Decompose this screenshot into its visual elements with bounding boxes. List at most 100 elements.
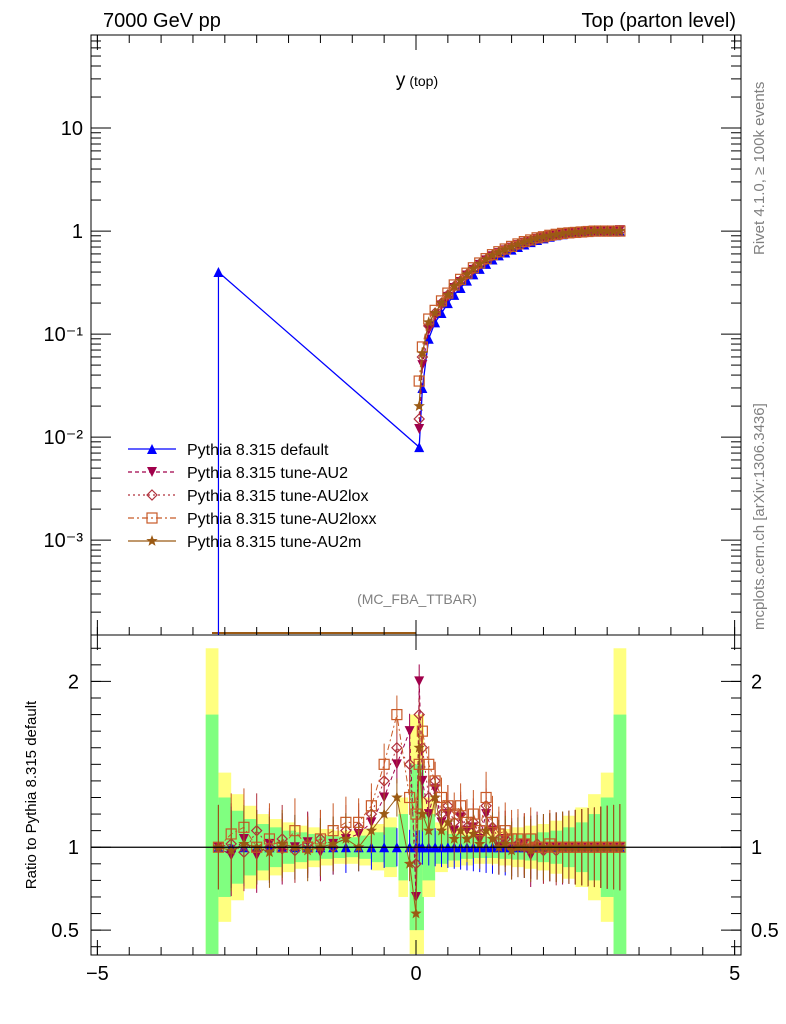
legend-entry: Pythia 8.315 default [187, 442, 329, 459]
x-tick-label: 5 [729, 963, 740, 985]
ratio-ytick-label-right: 1 [751, 837, 762, 859]
watermark: (MC_FBA_TTBAR) [357, 591, 477, 607]
series-3-main-point [435, 295, 448, 307]
series-4-main-point [569, 226, 581, 238]
series-1-main-point [423, 324, 434, 335]
series-4-main-point [413, 400, 425, 411]
ratio-ytick-label: 2 [68, 671, 79, 693]
series-4-ratio-point [467, 828, 480, 839]
series-4-main-point [435, 297, 448, 308]
series-4-ratio-point [327, 837, 339, 849]
legend-entry: Pythia 8.315 tune-AU2m [187, 534, 361, 551]
series-4-ratio-point [442, 816, 454, 828]
series-4-ratio-point [505, 844, 518, 856]
series-4-main-point [416, 347, 429, 359]
series-4-ratio-point [238, 837, 250, 849]
header-right: Top (parton level) [581, 10, 736, 32]
series-4-main-point [518, 236, 530, 247]
series-4-ratio-point [225, 844, 237, 856]
x-axis: −5 0 5 [86, 35, 740, 985]
series-4-ratio-point [423, 824, 435, 836]
series-0-main-point [417, 382, 428, 393]
series-4-ratio-point [429, 791, 441, 803]
series-4-ratio-point [416, 808, 429, 819]
series-1-ratio-point [414, 676, 425, 687]
series-2-ratio-point [413, 708, 426, 721]
x-tick-label: 0 [410, 963, 421, 985]
series-4-main-point [556, 227, 569, 239]
series-1-main-point [417, 360, 428, 371]
legend-marker [147, 467, 157, 477]
series-4-ratio-point [525, 844, 537, 856]
series-4-main-point [563, 226, 575, 238]
main-ytick-label: 10 [61, 118, 83, 140]
series-4-ratio-point [454, 824, 467, 836]
series-4-main-line [418, 230, 620, 407]
main-ytick-label: 10⁻¹ [44, 324, 84, 346]
series-2-ratio-point [378, 775, 390, 787]
series-4-ratio-point [480, 824, 492, 836]
series-2-main-line [418, 230, 620, 420]
legend: Pythia 8.315 default Pythia 8.315 tune-AU… [128, 442, 376, 551]
series-4-main-point [442, 288, 454, 300]
series-2-main-point [413, 413, 426, 425]
series-4-main-point [582, 225, 594, 237]
series-3-ratio-point [416, 725, 428, 737]
legend-marker [147, 444, 157, 454]
series-4-main-point [525, 234, 537, 246]
series-3-ratio-point [480, 791, 492, 804]
series-4-main-point [607, 225, 620, 236]
main-ytick-label: 10⁻² [44, 427, 84, 449]
series-4-main-point [537, 230, 550, 242]
series-4-ratio-point [391, 791, 403, 803]
series-4-ratio-point [448, 832, 460, 844]
series-4-main-point [512, 238, 524, 250]
series-4-ratio-point [263, 846, 276, 858]
mcplots-label: mcplots.cern.ch [arXiv:1306.3436] [751, 403, 768, 630]
series-4-main-point [474, 257, 486, 269]
main-yticks: 10 1 10⁻¹ 10⁻² 10⁻³ [44, 34, 741, 613]
series-4-ratio-point [365, 824, 378, 836]
series-4-main-point [601, 225, 613, 236]
main-ytick-label: 1 [72, 221, 83, 243]
legend-entry: Pythia 8.315 tune-AU2loxx [187, 511, 376, 528]
x-tick-label: −5 [86, 963, 109, 985]
series-4-ratio-point [461, 832, 473, 844]
series-4-ratio-point [499, 837, 511, 849]
series-4-ratio-point [474, 837, 486, 849]
series-4-main-point [531, 232, 543, 244]
series-4-main-point [499, 243, 511, 255]
series-4-main-point [480, 253, 492, 265]
series-1-ratio-point [404, 726, 415, 737]
series-2-ratio-point [403, 758, 416, 771]
series-4-main-point [461, 268, 473, 280]
series-4-main-point [467, 262, 480, 274]
series-3-ratio-point [423, 758, 435, 770]
ratio-panel: 2 2 1 1 0.5 0.5 Ratio to Pythia 8.315 default [23, 634, 779, 956]
ratio-yticks: 2 2 1 1 0.5 0.5 [51, 647, 779, 948]
series-4-ratio-point [486, 832, 499, 844]
ratio-ytick-label-right: 2 [751, 671, 762, 693]
main-panel: 10 1 10⁻¹ 10⁻² 10⁻³ y (top) (MC_FBA_TTBAR) Py… [44, 34, 742, 636]
series-4-main-point [614, 225, 626, 236]
series-0-main-point [461, 275, 472, 286]
series-4-main-point [576, 226, 588, 237]
header-left: 7000 GeV pp [103, 10, 221, 32]
ratio-ylabel: Ratio to Pythia 8.315 default [23, 700, 40, 889]
legend-marker [146, 489, 158, 501]
series-4-main-point [588, 225, 601, 236]
series-3-ratio-point [404, 791, 416, 804]
series-4-main-point [423, 316, 435, 328]
series-2-ratio-point [391, 741, 403, 754]
main-marks [212, 225, 626, 635]
ratio-ytick-label: 0.5 [51, 920, 79, 942]
ratio-ytick-label: 1 [68, 837, 79, 859]
series-0-main-point [414, 442, 425, 453]
series-4-ratio-point [403, 857, 416, 869]
series-4-main-point [429, 307, 441, 318]
band-inner-segment [205, 714, 219, 954]
series-4-main-point [448, 280, 460, 292]
legend-entry: Pythia 8.315 tune-AU2lox [187, 488, 368, 505]
legend-marker [146, 535, 158, 546]
